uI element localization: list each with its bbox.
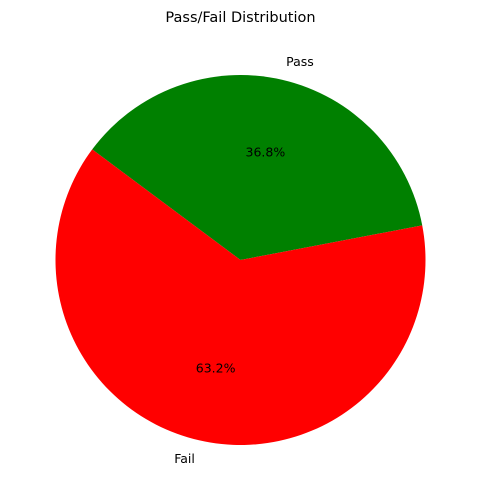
slice-percent-pass: 36.8% [246, 144, 286, 159]
pie-labels: Pass 36.8% Fail 63.2% [174, 54, 314, 466]
pie-slice-fail [55, 149, 426, 446]
chart-title: Pass/Fail Distribution [165, 10, 315, 26]
slice-percent-fail: 63.2% [196, 361, 236, 376]
pie-slice-pass [92, 75, 423, 261]
slice-label-pass: Pass [286, 54, 314, 69]
pie-slices [55, 75, 426, 446]
slice-label-fail: Fail [174, 451, 195, 466]
